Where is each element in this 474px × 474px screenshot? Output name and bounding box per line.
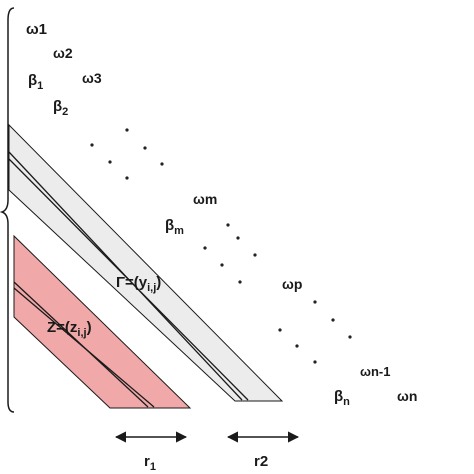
label-beta-n: βn	[334, 388, 350, 408]
z-diagonal-line-b	[13, 287, 155, 408]
label-z: Z=(zi,j)	[47, 319, 92, 339]
label-r1: r1	[144, 453, 156, 473]
gamma-diagonal-line-b	[8, 158, 249, 401]
diagonal-ellipsis-dots	[90, 128, 352, 364]
label-beta-1: β1	[28, 72, 43, 92]
label-beta-2: β2	[53, 98, 68, 118]
label-omega-p: ωp	[282, 276, 302, 292]
label-omega-n: ωn	[397, 388, 417, 404]
gamma-band	[8, 123, 284, 402]
label-omega-2: ω2	[53, 45, 73, 61]
label-r2: r2	[254, 453, 268, 470]
label-omega-n-minus-1: ωn-1	[360, 364, 390, 379]
label-omega-3: ω3	[82, 70, 102, 86]
label-omega-m: ωm	[193, 191, 217, 207]
z-band	[13, 234, 192, 409]
left-bracket	[0, 7, 15, 413]
label-omega-1: ω1	[26, 21, 47, 38]
label-beta-m: βm	[165, 217, 184, 237]
label-gamma: Γ=(yi,j)	[116, 274, 161, 294]
